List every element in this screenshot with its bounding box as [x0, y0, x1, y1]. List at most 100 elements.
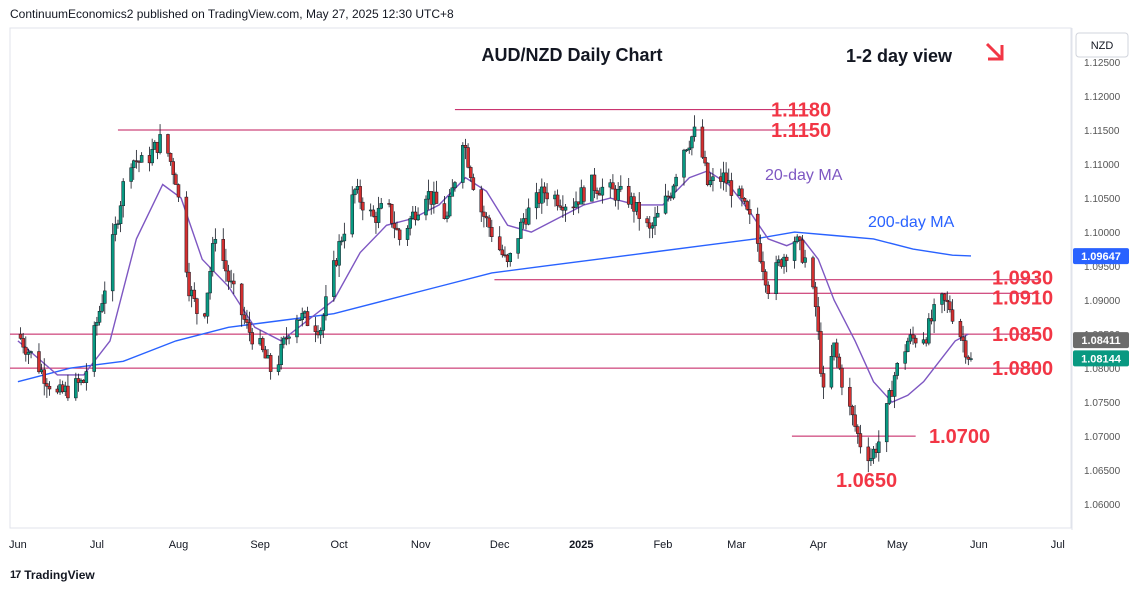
x-tick-label: 2025	[569, 539, 593, 551]
candle-body	[150, 149, 154, 164]
candle-body	[740, 188, 744, 199]
price-badge	[1073, 332, 1129, 349]
candle-body	[892, 375, 897, 397]
candle-body	[700, 126, 705, 158]
y-tick-label: 1.06000	[1084, 500, 1121, 511]
candle-body	[645, 218, 649, 224]
candle-body	[284, 337, 289, 340]
candle-body	[948, 301, 952, 311]
candle-body	[84, 371, 89, 383]
candle-body	[453, 182, 457, 189]
chart-plot-border	[9, 27, 1072, 529]
candle-body	[463, 145, 468, 148]
candle-body	[450, 187, 455, 197]
candle-body	[176, 184, 181, 198]
candle-body	[397, 229, 402, 240]
candle-body	[287, 336, 291, 339]
candle-body	[574, 201, 578, 208]
page-header: ContinuumEconomics2 published on Trading…	[10, 7, 454, 21]
candle-body	[655, 212, 660, 218]
candle-body	[582, 187, 586, 202]
candle-body	[361, 201, 365, 211]
candle-body	[37, 351, 41, 373]
candle-body	[592, 174, 597, 191]
y-tick-label: 1.07000	[1084, 432, 1121, 443]
candle-body	[692, 126, 697, 137]
candle-body	[92, 325, 96, 372]
tradingview-footer[interactable]: 17 TradingView	[10, 568, 95, 582]
candle-body	[24, 346, 28, 355]
candle-body	[263, 349, 268, 359]
candle-body	[963, 340, 968, 358]
candle-body	[837, 356, 842, 369]
candle-body	[45, 383, 49, 387]
candle-body	[113, 224, 118, 235]
x-tick-label: Aug	[169, 539, 189, 551]
y-tick-label: 1.09000	[1084, 296, 1121, 307]
candle-body	[103, 290, 107, 304]
level-label: 1.1180	[771, 100, 831, 122]
candle-body	[792, 241, 797, 261]
currency-button[interactable]: NZD	[1075, 32, 1129, 58]
candle-body	[224, 260, 228, 272]
x-tick-label: Feb	[653, 539, 672, 551]
ma20-label: 20-day MA	[765, 167, 843, 184]
x-tick-label: Dec	[490, 539, 510, 551]
candle-body	[600, 186, 605, 196]
candle-body	[497, 236, 502, 251]
candle-body	[803, 257, 807, 263]
candle-body	[840, 367, 844, 388]
candle-body	[239, 283, 244, 316]
candle-body	[387, 203, 391, 205]
candle-body	[958, 321, 963, 338]
candle-body	[729, 180, 734, 196]
candle-body	[97, 311, 102, 323]
candle-body	[297, 319, 302, 321]
candle-body	[906, 340, 910, 352]
candle-body	[913, 337, 918, 344]
candle-body	[221, 239, 226, 261]
y-tick-label: 1.10000	[1084, 228, 1121, 239]
x-tick-label: Nov	[411, 539, 431, 551]
candle-body	[663, 195, 668, 214]
candle-body	[758, 243, 763, 262]
candle-body	[66, 385, 70, 399]
price-axis[interactable]: 1.12500 1.12000 1.11500 1.11000 1.10500 1.100…	[1084, 58, 1121, 511]
ma200-layer	[17, 231, 972, 383]
candle-body	[877, 441, 881, 453]
candle-body	[545, 192, 549, 200]
x-tick-label: Jun	[9, 539, 27, 551]
candle-body	[195, 298, 199, 314]
candle-body	[324, 296, 328, 317]
candle-body	[519, 221, 523, 239]
level-label: 1.0850	[992, 324, 1053, 346]
candle-body	[724, 172, 728, 184]
y-tick-label: 1.11500	[1084, 126, 1120, 137]
candle-body	[884, 403, 889, 443]
candle-body	[242, 314, 247, 320]
candle-body	[26, 351, 31, 355]
price-badge	[1073, 248, 1129, 265]
candle-body	[637, 202, 641, 219]
level-label: 1.0910	[992, 287, 1053, 309]
candle-body	[353, 189, 357, 196]
candle-body	[961, 336, 965, 341]
candle-body	[158, 134, 162, 153]
candle-body	[245, 319, 249, 323]
y-tick-label: 1.09500	[1084, 262, 1121, 273]
candle-body	[110, 234, 115, 292]
candle-body	[950, 309, 955, 322]
candle-body	[687, 147, 692, 151]
candle-body	[819, 331, 823, 374]
candle-body	[671, 185, 676, 199]
time-axis[interactable]: Jun Jul Aug Sep Oct Nov Dec 2025 Feb Mar Apr May Jun…	[9, 539, 1065, 551]
candle-body	[405, 227, 410, 240]
candle-body	[745, 201, 749, 210]
candle-body	[187, 271, 191, 297]
ma200-line	[17, 231, 972, 383]
candle-body	[376, 207, 381, 223]
tradingview-brand: TradingView	[24, 568, 95, 582]
price-badge-label: 1.08144	[1081, 353, 1122, 365]
